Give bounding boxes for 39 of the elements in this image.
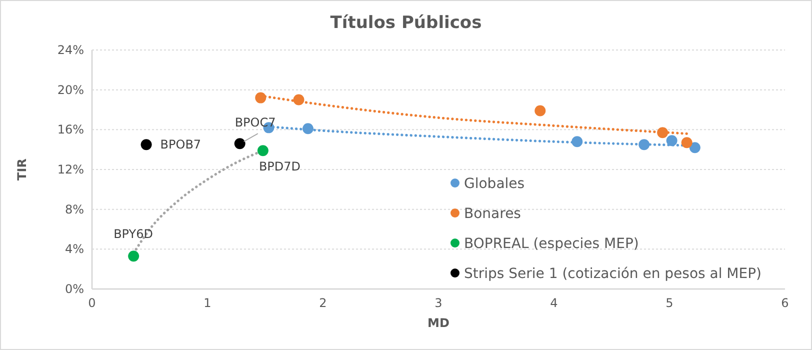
point <box>666 135 678 146</box>
y-tick-label: 4% <box>64 242 84 256</box>
y-axis-title: TIR <box>15 158 29 180</box>
x-tick-label: 0 <box>88 296 96 310</box>
y-tick-label: 12% <box>57 162 84 176</box>
annotation: BPOC7 <box>234 116 276 130</box>
annotation: BPOB7 <box>160 138 202 152</box>
x-tick-label: 5 <box>666 296 674 310</box>
point <box>293 94 304 106</box>
point <box>128 250 140 262</box>
chart-title: Títulos Públicos <box>330 13 482 33</box>
x-axis-title: MD <box>428 316 450 330</box>
point <box>140 139 152 150</box>
annotation: BPD7D <box>258 160 301 174</box>
point <box>572 136 583 148</box>
legend-label: BOPREAL (especies MEP) <box>464 236 639 252</box>
point <box>681 137 692 148</box>
point <box>255 92 266 104</box>
point <box>657 127 668 138</box>
x-tick-label: 6 <box>781 296 789 310</box>
point <box>302 123 314 134</box>
x-tick-label: 1 <box>204 296 212 310</box>
x-tick-label: 4 <box>550 296 558 310</box>
legend-label: Bonares <box>464 206 521 222</box>
point <box>534 105 546 116</box>
x-tick-label: 3 <box>434 296 442 310</box>
x-tick-label: 2 <box>319 296 327 310</box>
point <box>257 145 268 156</box>
y-tick-label: 0% <box>64 282 84 296</box>
point <box>638 139 650 150</box>
legend-label: Strips Serie 1 (cotización en pesos al MEP) <box>464 266 762 282</box>
y-tick-label: 24% <box>57 43 84 57</box>
annotation: BPY6D <box>114 227 153 242</box>
y-tick-label: 20% <box>57 82 84 97</box>
point <box>234 138 246 150</box>
legend-label: Globales <box>464 176 525 192</box>
y-tick-label: 8% <box>64 202 84 216</box>
y-tick-label: 16% <box>57 122 84 137</box>
point <box>689 142 700 154</box>
